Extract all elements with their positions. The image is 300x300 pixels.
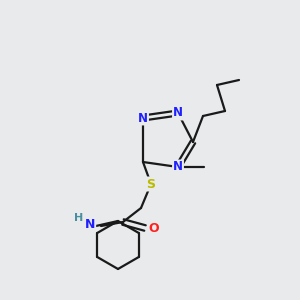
Text: O: O <box>149 221 159 235</box>
Text: N: N <box>173 106 183 119</box>
Text: N: N <box>138 112 148 124</box>
Text: N: N <box>173 160 183 173</box>
Text: H: H <box>74 213 84 223</box>
Text: S: S <box>146 178 155 190</box>
Text: N: N <box>85 218 95 230</box>
